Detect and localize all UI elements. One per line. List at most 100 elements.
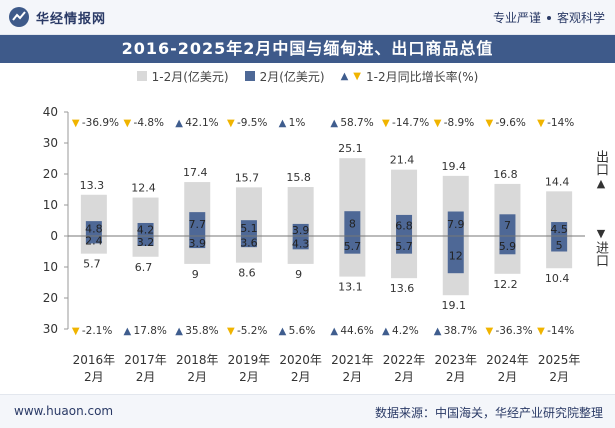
arrow-up-icon: ▲ xyxy=(596,177,606,190)
export-monthly-label: 7 xyxy=(504,219,511,232)
export-cumulative-label: 12.4 xyxy=(131,182,156,195)
x-tick-label-month: 2月 xyxy=(549,370,569,384)
export-growth-label: 1% xyxy=(289,117,306,129)
import-growth-label: -36.3% xyxy=(495,325,532,337)
growth-down-icon: ▼ xyxy=(72,118,80,129)
growth-down-icon: ▼ xyxy=(227,118,235,129)
x-tick-label-year: 2023年 xyxy=(434,353,477,367)
y-tick-label: 30 xyxy=(43,322,58,336)
import-cumulative-label: 9 xyxy=(295,268,302,281)
y-tick-label: 10 xyxy=(43,198,58,212)
growth-down-icon: ▼ xyxy=(124,118,132,129)
legend-item-growth[interactable]: ▲ ▼ 1-2月同比增长率(%) xyxy=(341,68,479,85)
import-monthly-label: 3.9 xyxy=(189,237,207,250)
triangle-up-icon: ▲ xyxy=(340,70,349,82)
legend-swatch-cumulative xyxy=(136,71,147,81)
website-link[interactable]: www.huaon.com xyxy=(14,404,114,418)
x-tick-label-year: 2019年 xyxy=(228,353,271,367)
import-cumulative-label: 9 xyxy=(192,268,199,281)
growth-up-icon: ▲ xyxy=(330,118,338,129)
export-monthly-label: 4.5 xyxy=(550,223,568,236)
y-tick-label: 40 xyxy=(43,105,58,119)
growth-down-icon: ▼ xyxy=(72,326,80,337)
y-tick-label: 10 xyxy=(43,260,58,274)
x-tick-label-year: 2018年 xyxy=(176,353,219,367)
export-growth-label: -14% xyxy=(547,117,574,129)
x-tick-label-month: 2月 xyxy=(239,370,259,384)
import-monthly-label: 12 xyxy=(449,250,463,263)
import-growth-label: -5.2% xyxy=(237,325,267,337)
export-growth-label: -9.6% xyxy=(495,117,525,129)
chart-legend: 1-2月(亿美元) 2月(亿美元) ▲ ▼ 1-2月同比增长率(%) xyxy=(0,66,615,86)
growth-up-icon: ▲ xyxy=(175,118,183,129)
import-monthly-label: 2.4 xyxy=(85,235,103,248)
export-monthly-label: 5.1 xyxy=(240,222,258,235)
export-monthly-label: 7.7 xyxy=(189,218,207,231)
export-growth-label: -8.9% xyxy=(444,117,474,129)
x-tick-label-month: 2月 xyxy=(84,370,104,384)
chart-title: 2016-2025年2月中国与缅甸进、出口商品总值 xyxy=(0,35,615,63)
dot-separator-icon xyxy=(546,15,551,20)
growth-up-icon: ▲ xyxy=(330,326,338,337)
import-cumulative-label: 13.6 xyxy=(390,282,415,295)
export-cumulative-label: 14.4 xyxy=(545,175,570,188)
export-monthly-bar xyxy=(551,222,568,236)
import-monthly-bar xyxy=(240,236,257,248)
export-monthly-label: 6.8 xyxy=(395,219,413,232)
x-tick-label-month: 2月 xyxy=(498,370,518,384)
export-monthly-bar xyxy=(240,220,257,236)
logo-icon xyxy=(9,7,29,27)
growth-up-icon: ▲ xyxy=(434,326,442,337)
footer: www.huaon.com 数据来源：中国海关，华经产业研究院整理 xyxy=(0,394,615,428)
export-growth-label: -14.7% xyxy=(392,117,429,129)
export-growth-label: 42.1% xyxy=(185,117,218,129)
legend-item-monthly[interactable]: 2月(亿美元) xyxy=(244,68,325,85)
growth-up-icon: ▲ xyxy=(124,326,132,337)
import-growth-label: 5.6% xyxy=(289,325,316,337)
import-monthly-bar xyxy=(344,236,361,254)
export-cumulative-label: 15.8 xyxy=(286,171,311,184)
y-tick-label: 20 xyxy=(43,291,58,305)
export-monthly-label: 3.9 xyxy=(292,224,310,237)
growth-down-icon: ▼ xyxy=(485,326,493,337)
x-tick-label-month: 2月 xyxy=(343,370,363,384)
import-growth-label: -2.1% xyxy=(82,325,112,337)
export-monthly-label: 8 xyxy=(349,218,356,231)
import-cumulative-label: 12.2 xyxy=(493,278,518,291)
export-monthly-label: 4.8 xyxy=(85,223,103,236)
import-monthly-bar xyxy=(85,236,102,244)
import-monthly-label: 5 xyxy=(556,239,563,252)
legend-swatch-monthly xyxy=(244,71,255,81)
export-cumulative-label: 16.8 xyxy=(493,168,518,181)
legend-item-cumulative[interactable]: 1-2月(亿美元) xyxy=(136,68,229,85)
export-monthly-label: 4.2 xyxy=(137,223,155,236)
import-cumulative-label: 13.1 xyxy=(338,281,363,294)
growth-down-icon: ▼ xyxy=(537,326,545,337)
export-monthly-bar xyxy=(85,221,102,236)
y-tick-label: 30 xyxy=(43,136,58,150)
import-cumulative-label: 5.7 xyxy=(83,258,101,271)
tagline-left: 专业严谨 xyxy=(492,11,541,25)
export-cumulative-label: 19.4 xyxy=(442,160,467,173)
export-label-text: 出口 xyxy=(593,150,608,176)
export-monthly-bar xyxy=(137,222,154,236)
x-tick-label-month: 2月 xyxy=(394,370,414,384)
export-monthly-bar xyxy=(499,214,516,236)
x-tick-label-year: 2022年 xyxy=(383,353,426,367)
import-monthly-label: 5.7 xyxy=(344,240,362,253)
export-monthly-bar xyxy=(292,223,309,236)
export-cumulative-label: 15.7 xyxy=(235,171,260,184)
data-source: 数据来源：中国海关，华经产业研究院整理 xyxy=(374,406,603,420)
growth-up-icon: ▲ xyxy=(279,326,287,337)
brand[interactable]: 华经情报网 xyxy=(8,6,106,28)
export-growth-label: -9.5% xyxy=(237,117,267,129)
import-growth-label: -14% xyxy=(547,325,574,337)
import-monthly-bar xyxy=(189,236,206,249)
import-monthly-bar xyxy=(396,236,413,254)
export-growth-label: 58.7% xyxy=(340,117,373,129)
import-label-text: 进口 xyxy=(593,241,608,267)
tagline-right: 客观科学 xyxy=(556,11,605,25)
import-monthly-label: 5.9 xyxy=(499,240,517,253)
export-cumulative-label: 13.3 xyxy=(80,179,105,192)
legend-label-monthly: 2月(亿美元) xyxy=(259,69,325,84)
